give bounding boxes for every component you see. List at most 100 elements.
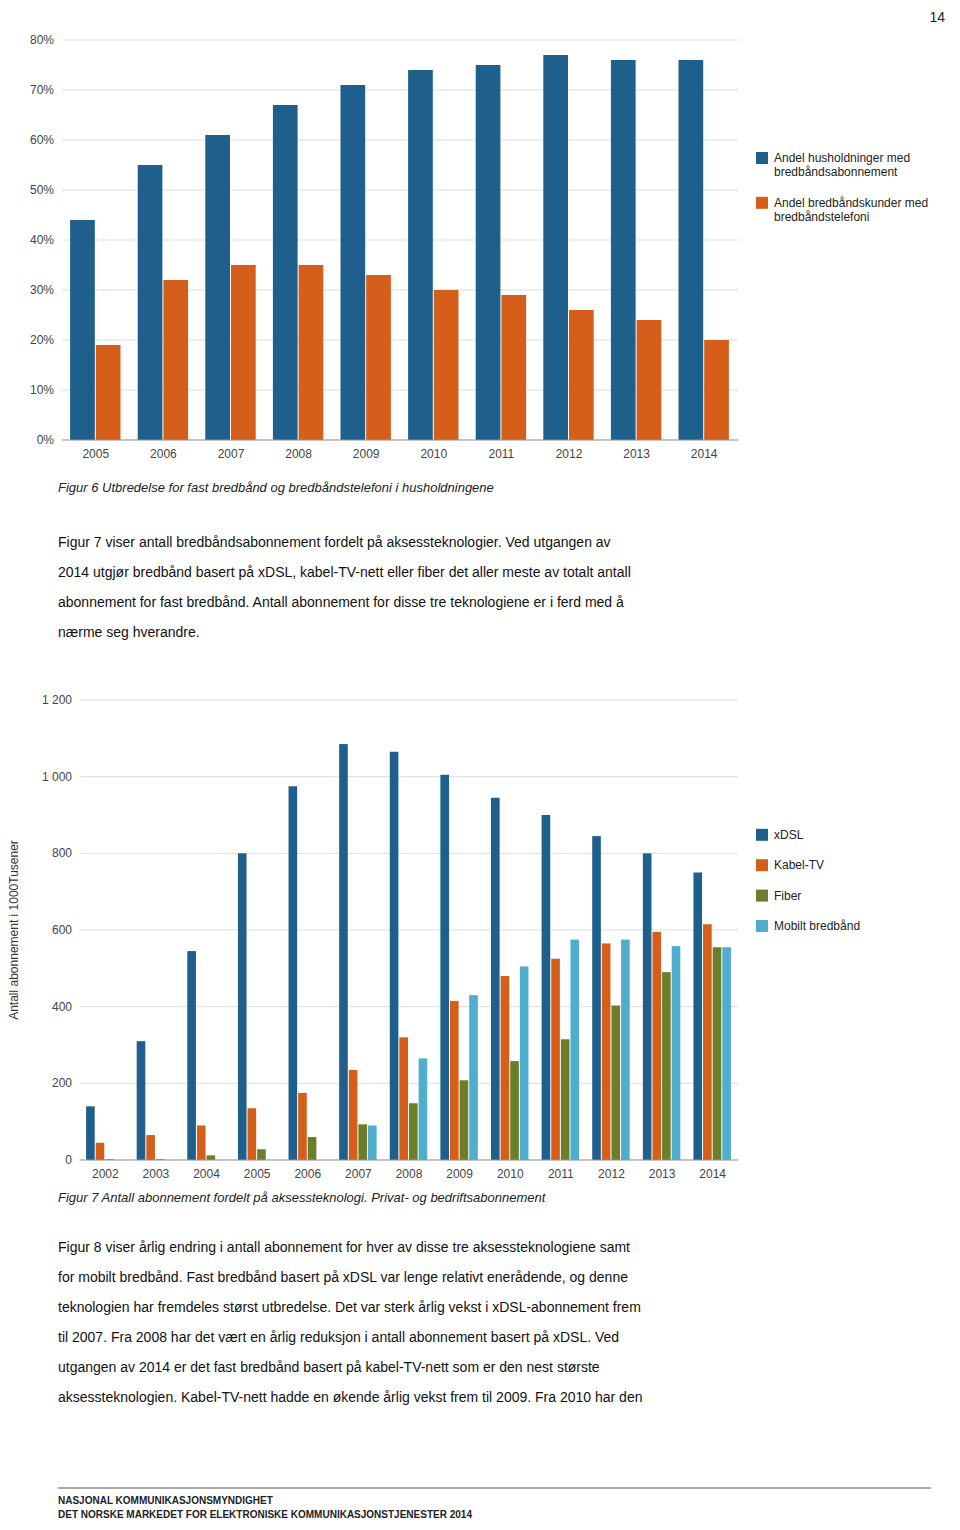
legend-label: Andel bredbåndskunder medbredbåndstelefo…: [774, 196, 928, 224]
bar: [399, 1037, 408, 1160]
x-tick-label: 2005: [244, 1167, 271, 1181]
bar: [138, 165, 163, 440]
paragraph-line: aksessteknologien. Kabel-TV-nett hadde e…: [58, 1389, 642, 1405]
legend-label: xDSL: [774, 828, 804, 842]
bar: [96, 1143, 105, 1160]
bar: [611, 1006, 620, 1160]
bar: [542, 815, 551, 1160]
grid-line: [80, 1006, 738, 1007]
x-tick-label: 2014: [691, 447, 718, 461]
page-number: 14: [929, 9, 945, 25]
bar: [713, 947, 722, 1160]
bar: [231, 265, 256, 440]
bar: [298, 1093, 307, 1160]
text-line: Andel husholdninger med: [774, 151, 910, 165]
bar: [349, 1070, 358, 1160]
bar: [476, 65, 501, 440]
grid-line: [80, 1083, 738, 1084]
chart-title: Figur 7 Antall abonnement fordelt på aks…: [58, 1190, 547, 1205]
bar: [469, 995, 478, 1160]
bar: [248, 1108, 257, 1160]
footer-rule: [58, 1488, 931, 1489]
x-tick-label: 2004: [193, 1167, 220, 1181]
footer-text: DET NORSKE MARKEDET FOR ELEKTRONISKE KOM…: [58, 1509, 472, 1520]
grid-line: [62, 90, 738, 91]
page: 140%10%20%30%40%50%60%70%80%200520062007…: [0, 0, 960, 1530]
y-tick-label: 200: [52, 1076, 72, 1090]
paragraph-line: Figur 8 viser årlig endring i antall abo…: [58, 1239, 630, 1255]
bar: [679, 60, 704, 440]
bar: [238, 853, 247, 1160]
x-tick-label: 2012: [556, 447, 583, 461]
bar: [693, 873, 702, 1161]
y-tick-label: 0%: [37, 433, 55, 447]
y-tick-label: 70%: [30, 83, 54, 97]
legend-swatch: [756, 829, 768, 841]
y-tick-label: 40%: [30, 233, 54, 247]
bar: [440, 775, 449, 1160]
bar: [703, 924, 712, 1160]
bar: [662, 972, 671, 1160]
bar: [273, 105, 298, 440]
y-tick-label: 60%: [30, 133, 54, 147]
grid-line: [62, 440, 738, 441]
bar: [592, 836, 601, 1160]
legend-swatch: [756, 920, 768, 932]
text-line: bredbåndsabonnement: [774, 165, 898, 179]
x-tick-label: 2005: [82, 447, 109, 461]
text-line: Andel bredbåndskunder med: [774, 196, 928, 210]
grid-line: [80, 700, 738, 701]
paragraph-line: til 2007. Fra 2008 har det vært en årlig…: [58, 1329, 619, 1345]
x-tick-label: 2008: [285, 447, 312, 461]
x-tick-label: 2009: [446, 1167, 473, 1181]
bar: [137, 1041, 146, 1160]
legend-swatch: [756, 152, 768, 164]
bars: [86, 744, 731, 1160]
bar: [551, 959, 560, 1160]
grid-line: [80, 930, 738, 931]
legend-label: Andel husholdninger medbredbåndsabonneme…: [774, 151, 910, 179]
y-tick-label: 20%: [30, 333, 54, 347]
bar: [205, 135, 230, 440]
x-tick-label: 2014: [699, 1167, 726, 1181]
x-tick-label: 2010: [497, 1167, 524, 1181]
legend-label: Kabel-TV: [774, 858, 824, 872]
bar: [409, 1103, 418, 1160]
y-tick-label: 50%: [30, 183, 54, 197]
x-tick-label: 2013: [623, 447, 650, 461]
x-axis-line: [62, 440, 738, 441]
bar: [163, 280, 188, 440]
x-tick-label: 2006: [294, 1167, 321, 1181]
legend: xDSLKabel-TVFiberMobilt bredbånd: [756, 828, 860, 933]
grid-line: [62, 40, 738, 41]
x-tick-label: 2010: [420, 447, 447, 461]
bar: [368, 1126, 377, 1161]
bar: [652, 932, 661, 1160]
bar: [704, 340, 729, 440]
bar: [520, 966, 529, 1160]
legend-swatch: [756, 890, 768, 902]
grid-line: [62, 190, 738, 191]
bar: [419, 1058, 428, 1160]
legend-label: Fiber: [774, 889, 801, 903]
bar: [643, 853, 652, 1160]
x-axis-line: [80, 1160, 738, 1161]
grid-line: [62, 140, 738, 141]
footer-text: NASJONAL KOMMUNIKASJONSMYNDIGHET: [58, 1495, 273, 1506]
paragraph-line: Figur 7 viser antall bredbåndsabonnement…: [58, 534, 611, 550]
bar: [86, 1106, 95, 1160]
bar: [207, 1155, 216, 1160]
bar: [611, 60, 636, 440]
y-tick-label: 30%: [30, 283, 54, 297]
bar: [434, 290, 459, 440]
x-tick-label: 2009: [353, 447, 380, 461]
bar: [569, 310, 594, 440]
x-tick-label: 2006: [150, 447, 177, 461]
y-tick-label: 600: [52, 923, 72, 937]
bar: [543, 55, 568, 440]
bar: [257, 1149, 266, 1160]
bar: [602, 943, 611, 1160]
bar: [510, 1061, 519, 1160]
paragraph-line: teknologien har fremdeles størst utbrede…: [58, 1299, 641, 1315]
text-line: bredbåndstelefoni: [774, 210, 869, 224]
